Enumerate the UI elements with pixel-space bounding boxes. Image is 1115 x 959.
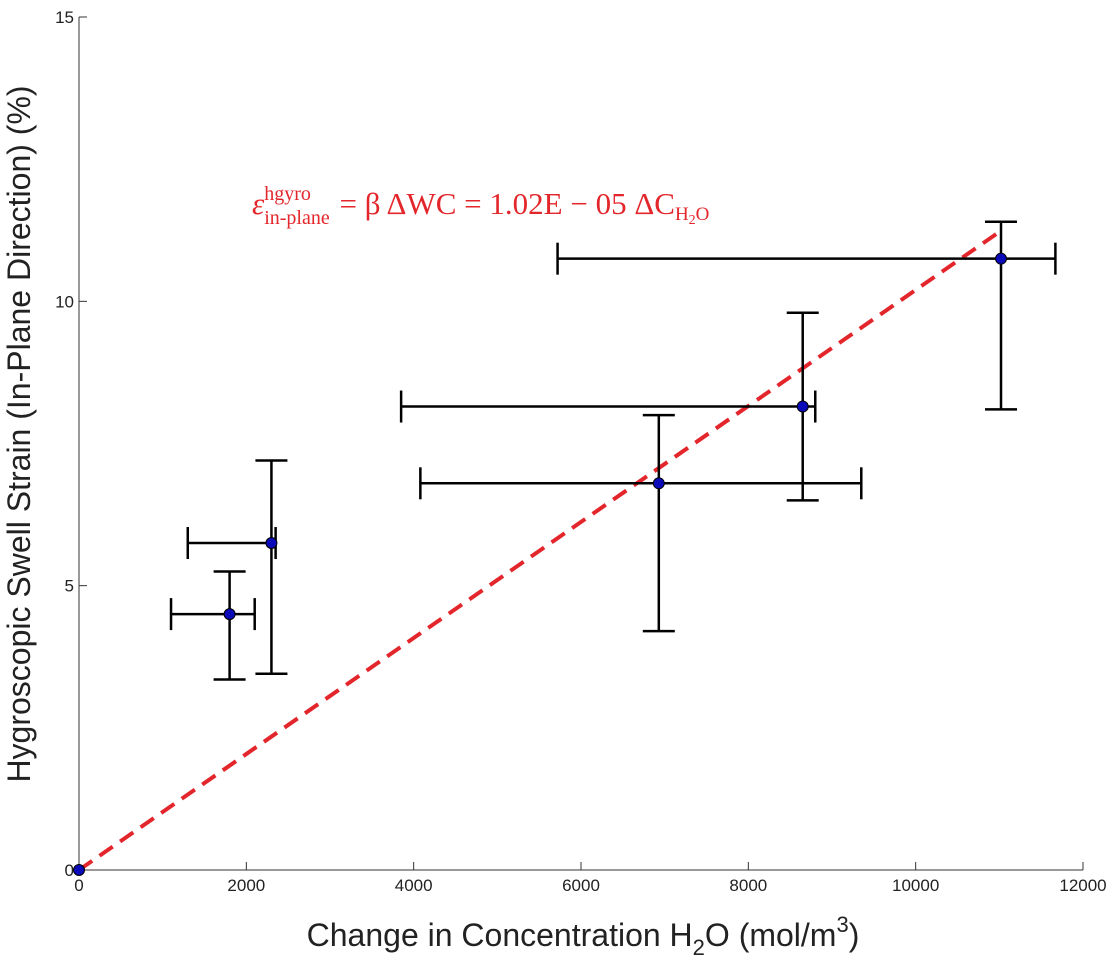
x-tick-label: 2000	[227, 876, 265, 895]
x-tick-label: 4000	[395, 876, 433, 895]
y-tick-label: 15	[55, 8, 74, 27]
points-group	[73, 252, 1008, 876]
x-tick-label: 0	[74, 876, 83, 895]
x-axis-label: Change in Concentration H2O (mol/m3)	[307, 912, 860, 959]
y-tick-label: 10	[55, 292, 74, 311]
y-tick-label: 5	[65, 577, 74, 596]
equation-annotation: εhgyro in-plane = β ΔWC = 1.02E − 05 ΔCH2…	[252, 183, 709, 229]
data-point	[223, 608, 236, 621]
y-axis-label: Hygroscopic Swell Strain (In-Plane Direc…	[1, 85, 37, 782]
axes: 0 2000 4000 6000 8000 10000 12000 0 5 10 15	[55, 8, 1107, 895]
data-point	[73, 864, 85, 876]
errorbars-group	[169, 220, 1057, 681]
data-point	[265, 537, 278, 550]
data-point	[995, 252, 1008, 265]
data-point	[796, 400, 809, 413]
x-tick-label: 8000	[729, 876, 767, 895]
fit-line	[77, 230, 1001, 872]
data-point	[652, 477, 665, 490]
y-tick-label: 0	[65, 861, 74, 880]
x-tick-label: 6000	[562, 876, 600, 895]
x-tick-label: 12000	[1059, 876, 1106, 895]
x-tick-label: 10000	[892, 876, 939, 895]
fit-line-group	[77, 230, 1001, 872]
